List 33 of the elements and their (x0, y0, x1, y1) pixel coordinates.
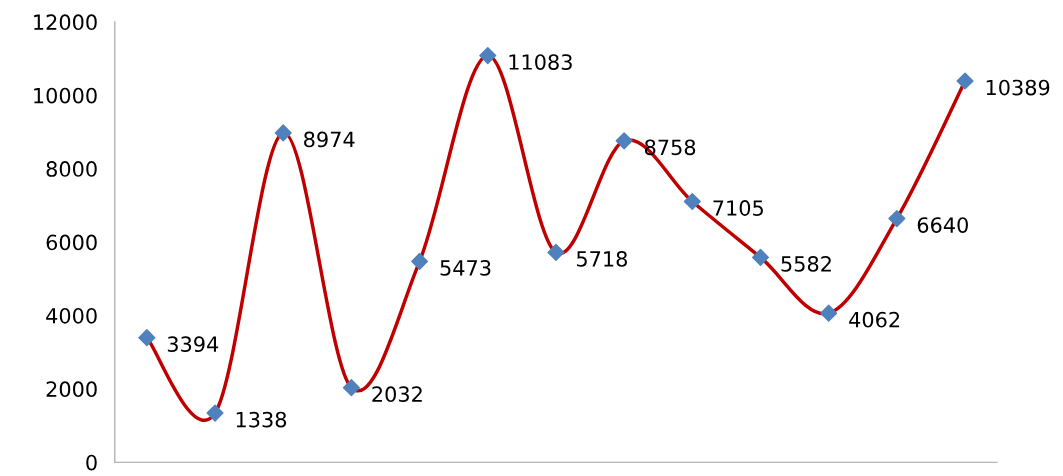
data-label: 6640 (917, 217, 968, 233)
point (820, 304, 838, 322)
point (751, 248, 770, 266)
y-tick-label: 4000 (46, 307, 97, 324)
data-label: 7105 (713, 200, 763, 216)
point (547, 243, 565, 261)
data-label: 8974 (304, 131, 355, 148)
y-tick-label: 2000 (46, 381, 97, 398)
y-tick-label: 10000 (34, 87, 97, 104)
data-label: 5473 (440, 260, 491, 276)
point (274, 124, 292, 142)
data-label: 5582 (781, 256, 831, 272)
point (138, 329, 156, 347)
data-label: 1338 (236, 411, 287, 428)
data-label: 5718 (577, 251, 627, 267)
point (888, 210, 906, 228)
y-tick-label: 0 (86, 454, 97, 471)
point (479, 46, 497, 65)
point (615, 132, 633, 150)
point (411, 252, 429, 270)
data-label: 10389 (986, 79, 1050, 96)
data-label: 3394 (167, 336, 219, 353)
y-tick-label: 8000 (46, 161, 97, 177)
data-label: 4062 (849, 311, 900, 328)
y-tick-label: 6000 (46, 234, 97, 251)
data-label: 8758 (644, 139, 696, 156)
data-label: 11083 (509, 54, 572, 70)
point (342, 379, 360, 397)
y-tick-label: 12000 (34, 14, 97, 31)
point (206, 404, 224, 422)
point (956, 72, 974, 90)
point (683, 192, 701, 211)
data-label: 2032 (372, 386, 422, 403)
